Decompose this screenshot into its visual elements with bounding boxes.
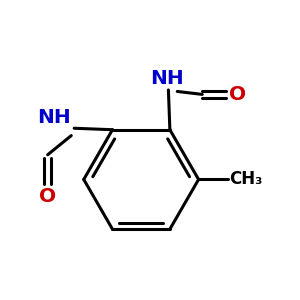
Text: CH₃: CH₃ (230, 170, 263, 188)
Text: NH: NH (150, 70, 184, 88)
Text: O: O (229, 85, 246, 104)
Text: O: O (39, 187, 56, 206)
Text: NH: NH (38, 108, 71, 127)
